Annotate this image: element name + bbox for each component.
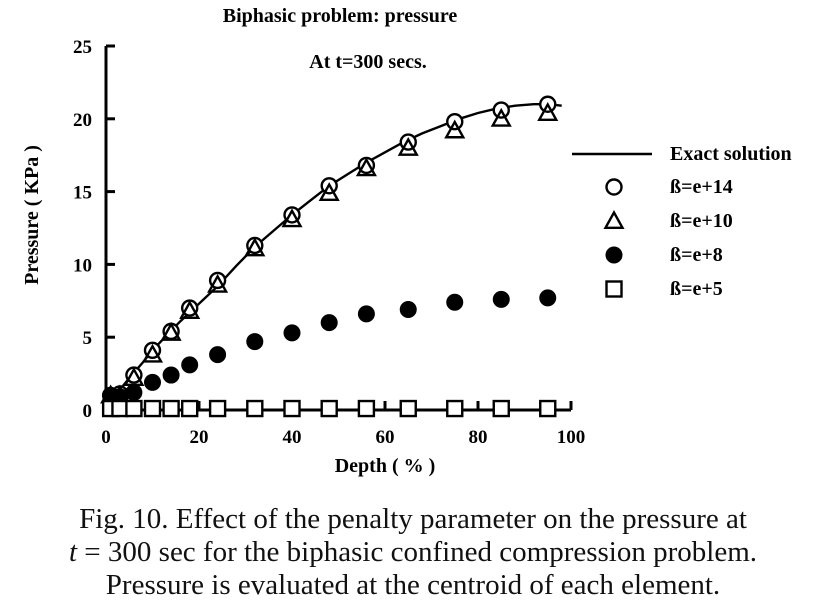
beta-e8-point <box>357 305 375 323</box>
legend-label: ß=e+5 <box>670 278 723 300</box>
beta-e5-point <box>539 399 557 418</box>
axes <box>104 46 571 412</box>
legend-item-exact-solution: Exact solution <box>572 143 792 165</box>
beta-e5-point <box>208 399 227 418</box>
chart-subtitle: At t=300 secs. <box>309 51 426 73</box>
beta-e10-point <box>397 136 419 156</box>
beta-e8-point <box>399 301 417 319</box>
data-markers <box>100 95 559 418</box>
beta-e5-point <box>111 399 129 418</box>
y-tick-label: 0 <box>83 401 93 422</box>
x-tick-label: 20 <box>190 427 209 448</box>
beta-e8-point <box>539 289 557 307</box>
legend-item-beta-e5: ß=e+5 <box>605 278 723 300</box>
exact-solution-curve-group <box>105 103 562 408</box>
legend-marker-swatch <box>605 246 623 264</box>
beta-e5-point <box>143 399 162 418</box>
exact-solution-curve <box>105 103 562 408</box>
x-tick-label: 60 <box>376 427 395 448</box>
beta-e5-point <box>180 399 199 418</box>
figure-caption-line-2: t = 300 sec for the biphasic confined co… <box>0 536 826 569</box>
beta-e8-point <box>492 290 510 308</box>
beta-e8-point <box>209 346 227 364</box>
beta-e5-point <box>492 399 510 418</box>
legend-item-beta-e10: ß=e+10 <box>603 210 733 232</box>
x-tick-label: 0 <box>101 427 111 448</box>
beta-e5-point <box>357 399 376 418</box>
beta-e10-point <box>244 237 266 257</box>
figure-caption-line-1: Fig. 10. Effect of the penalty parameter… <box>79 503 747 535</box>
beta-e5-point <box>399 399 417 418</box>
beta-e5-point <box>320 399 338 418</box>
x-axis-label: Depth ( % ) <box>335 455 436 477</box>
y-tick-label: 10 <box>73 255 92 276</box>
beta-e5-point <box>446 399 464 418</box>
beta-e5-point <box>283 399 301 418</box>
legend-label: ß=e+8 <box>670 244 723 266</box>
beta-e5-point <box>125 399 143 418</box>
legend-label: ß=e+14 <box>670 176 733 198</box>
beta-e8-point <box>283 324 301 342</box>
legend-label: ß=e+10 <box>670 210 733 232</box>
y-axis-label: Pressure ( KPa ) <box>21 145 43 285</box>
legend-item-beta-e8: ß=e+8 <box>605 244 723 266</box>
legend-marker-swatch <box>603 210 625 230</box>
legend-item-beta-e14: ß=e+14 <box>605 176 733 198</box>
beta-e5-point <box>246 399 264 418</box>
y-tick-label: 15 <box>73 183 92 204</box>
beta-e10-point <box>179 300 201 319</box>
beta-e10-point <box>318 182 340 202</box>
beta-e10-point <box>355 157 377 177</box>
beta-e8-point <box>125 384 143 402</box>
y-tick-label: 25 <box>73 37 92 58</box>
caption-variable-t: t <box>68 536 78 568</box>
chart-title: Biphasic problem: pressure <box>223 5 458 27</box>
figure-caption-line-3: Pressure is evaluated at the centroid of… <box>105 569 721 601</box>
beta-e10-point <box>141 343 164 363</box>
x-tick-label: 100 <box>557 427 586 448</box>
beta-e8-point <box>181 356 199 374</box>
x-tick-label: 80 <box>469 427 488 448</box>
beta-e8-point <box>144 373 161 391</box>
beta-e10-point <box>490 107 512 127</box>
y-tick-label: 5 <box>83 328 93 349</box>
beta-e8-point <box>162 366 180 384</box>
legend: Exact solution ß=e+14 ß=e+10 ß=e+8 ß=e+5 <box>572 143 792 300</box>
caption-line-2-text: = 300 sec for the biphasic confined comp… <box>77 536 758 568</box>
beta-e10-point <box>160 321 182 341</box>
beta-e8-point <box>246 333 264 351</box>
beta-e10-point <box>281 208 303 228</box>
legend-marker-swatch <box>605 178 623 196</box>
beta-e10-point <box>537 102 559 121</box>
beta-e8-point <box>446 293 464 311</box>
x-tick-label: 40 <box>283 427 302 448</box>
beta-e5-point <box>162 399 180 418</box>
y-tick-label: 20 <box>73 110 92 131</box>
legend-label: Exact solution <box>670 143 792 165</box>
beta-e10-point <box>207 273 229 293</box>
beta-e10-point <box>444 119 466 139</box>
legend-marker-swatch <box>605 280 623 298</box>
beta-e8-point <box>320 314 338 332</box>
